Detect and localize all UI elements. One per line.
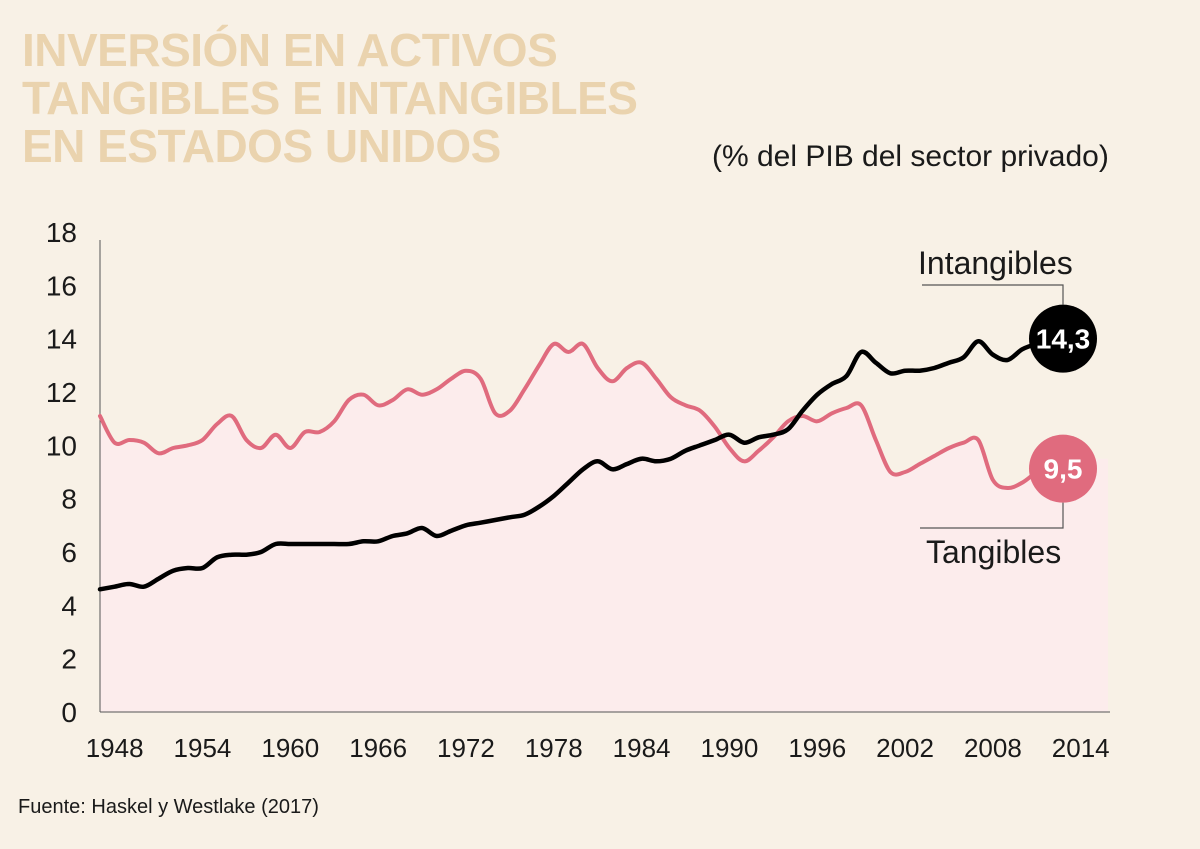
- y-tick-label: 4: [61, 590, 77, 621]
- y-tick-label: 16: [46, 270, 77, 301]
- x-tick-label: 1978: [525, 733, 583, 763]
- y-tick-label: 8: [61, 484, 77, 515]
- y-tick-label: 6: [61, 537, 77, 568]
- tangibles-line: [98, 341, 1069, 491]
- y-tick-label: 12: [46, 377, 77, 408]
- source-note: Fuente: Haskel y Westlake (2017): [18, 796, 319, 818]
- x-tick-label: 2002: [876, 733, 934, 763]
- intangibles-line: [97, 336, 1069, 592]
- chart-title: INVERSIÓN EN ACTIVOS TANGIBLES E INTANGI…: [22, 24, 638, 172]
- x-tick-label: 1954: [174, 733, 232, 763]
- y-tick-label: 0: [61, 697, 77, 728]
- title-line-1: INVERSIÓN EN ACTIVOS: [22, 24, 558, 76]
- intangibles-end-marker: [1029, 304, 1097, 373]
- x-tick-label: 1966: [349, 733, 407, 763]
- chart-subtitle: (% del PIB del sector privado): [712, 140, 1109, 173]
- tangibles-leader-line: [920, 502, 1064, 529]
- y-tick-label: 2: [61, 644, 77, 675]
- axes: 0 2 4 6 8 10 12 14 16 18 1948 1954 1960 1966 1972 1978 1…: [46, 217, 1110, 763]
- x-tick-label: 1996: [788, 733, 846, 763]
- series-lines: [97, 336, 1069, 592]
- intangibles-series-label: Intangibles: [918, 245, 1073, 281]
- tangibles-end-marker: [1029, 434, 1097, 503]
- x-tick-label: 2014: [1052, 733, 1110, 763]
- y-tick-label: 18: [46, 217, 77, 248]
- plot-area: [100, 343, 1108, 712]
- intangibles-leader-line: [922, 284, 1064, 305]
- tangibles-series-label: Tangibles: [926, 534, 1061, 570]
- y-tick-label: 10: [46, 430, 77, 461]
- x-tick-label: 1948: [86, 733, 144, 763]
- title-line-2: TANGIBLES E INTANGIBLES: [22, 72, 638, 124]
- series-labels: 14,3 9,5 Intangibles Tangibles: [918, 245, 1097, 570]
- title-line-3: EN ESTADOS UNIDOS: [22, 120, 501, 172]
- tangibles-area: [100, 343, 1108, 712]
- tangibles-end-value: 9,5: [1044, 454, 1083, 485]
- x-tick-label: 1960: [261, 733, 319, 763]
- intangibles-end-value: 14,3: [1036, 324, 1091, 355]
- x-tick-label: 1972: [437, 733, 495, 763]
- x-tick-label: 1984: [613, 733, 671, 763]
- x-tick-label: 2008: [964, 733, 1022, 763]
- y-tick-label: 14: [46, 324, 77, 355]
- x-tick-label: 1990: [700, 733, 758, 763]
